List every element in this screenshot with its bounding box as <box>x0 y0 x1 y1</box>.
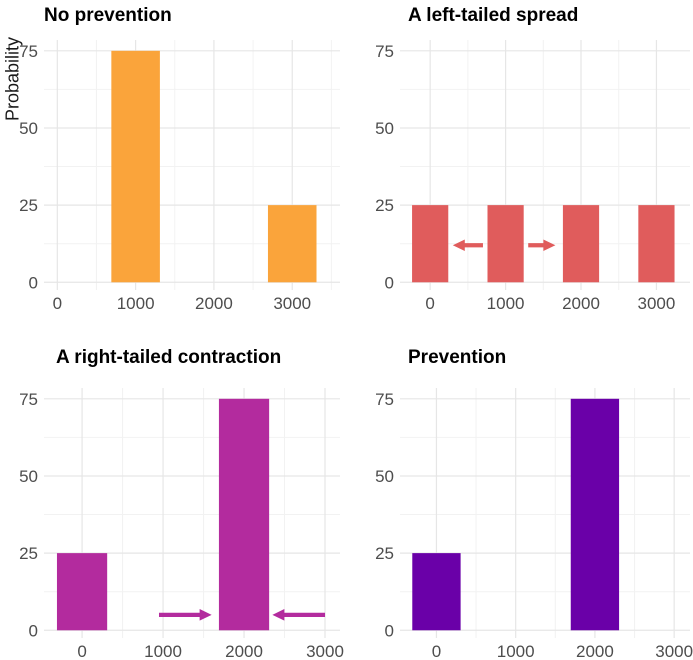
x-tick-label: 3000 <box>273 294 311 313</box>
y-tick-label: 25 <box>19 196 38 215</box>
bar <box>218 398 270 631</box>
y-tick-label: 0 <box>29 273 38 292</box>
x-tick-label: 1000 <box>117 294 155 313</box>
y-tick-label: 50 <box>375 467 394 486</box>
left-arrowhead-icon <box>452 239 465 252</box>
plot-area-left-tailed-spread: 0 1000 2000 3000 0 25 50 75 <box>375 40 690 313</box>
panel-title: A left-tailed spread <box>408 5 579 26</box>
bar <box>412 205 449 283</box>
x-tick-label: 3000 <box>655 642 693 660</box>
x-tick-label: 2000 <box>576 642 614 660</box>
x-tick-label: 1000 <box>487 294 525 313</box>
x-tick-label: 3000 <box>306 642 344 660</box>
y-tick-label: 25 <box>19 544 38 563</box>
y-tick-label: 0 <box>29 621 38 640</box>
x-tick-label: 0 <box>53 294 62 313</box>
panel-title: A right-tailed contraction <box>56 347 282 368</box>
panel-no-prevention: No prevention 0 1000 2000 3000 0 25 50 75 <box>0 0 346 330</box>
x-tick-label: 2000 <box>562 294 600 313</box>
y-tick-label: 50 <box>19 467 38 486</box>
x-tick-label: 2000 <box>195 294 233 313</box>
y-tick-label: 75 <box>19 42 38 61</box>
bar <box>487 205 524 283</box>
panel-title: Prevention <box>408 347 507 368</box>
x-tick-label: 2000 <box>225 642 263 660</box>
bar <box>56 553 108 631</box>
left-arrowhead-icon <box>272 609 285 621</box>
x-tick-label: 3000 <box>638 294 676 313</box>
bar <box>570 398 620 631</box>
y-tick-label: 75 <box>375 390 394 409</box>
x-tick-label: 0 <box>425 294 434 313</box>
x-tick-label: 1000 <box>497 642 535 660</box>
y-tick-label: 50 <box>19 119 38 138</box>
x-tick-label: 1000 <box>144 642 182 660</box>
bar <box>111 50 160 283</box>
bar <box>267 205 317 283</box>
y-tick-label: 25 <box>375 196 394 215</box>
panel-left-tailed-spread: A left-tailed spread 0 1000 2000 3000 0 25 50 7… <box>347 0 693 330</box>
y-tick-label: 75 <box>19 390 38 409</box>
panel-title: No prevention <box>44 5 172 26</box>
bar <box>562 205 600 283</box>
x-tick-label: 0 <box>432 642 441 660</box>
plot-area-no-prevention: 0 1000 2000 3000 0 25 50 75 <box>19 40 340 313</box>
y-tick-label: 25 <box>375 544 394 563</box>
panel-prevention: Prevention 0 1000 2000 3000 0 25 50 75 <box>347 330 693 660</box>
y-tick-label: 0 <box>385 621 394 640</box>
bar <box>638 205 675 283</box>
plot-area-right-tailed-contraction: 0 1000 2000 3000 0 25 50 75 <box>19 388 344 660</box>
y-tick-label: 0 <box>385 273 394 292</box>
right-arrowhead-icon <box>543 239 556 252</box>
bar <box>412 553 461 631</box>
y-tick-label: 75 <box>375 42 394 61</box>
plot-area-prevention: 0 1000 2000 3000 0 25 50 75 <box>375 388 693 660</box>
right-arrowhead-icon <box>199 609 212 621</box>
y-tick-label: 50 <box>375 119 394 138</box>
x-tick-label: 0 <box>77 642 86 660</box>
panel-right-tailed-contraction: A right-tailed contraction 0 1000 2000 3000… <box>0 330 346 660</box>
